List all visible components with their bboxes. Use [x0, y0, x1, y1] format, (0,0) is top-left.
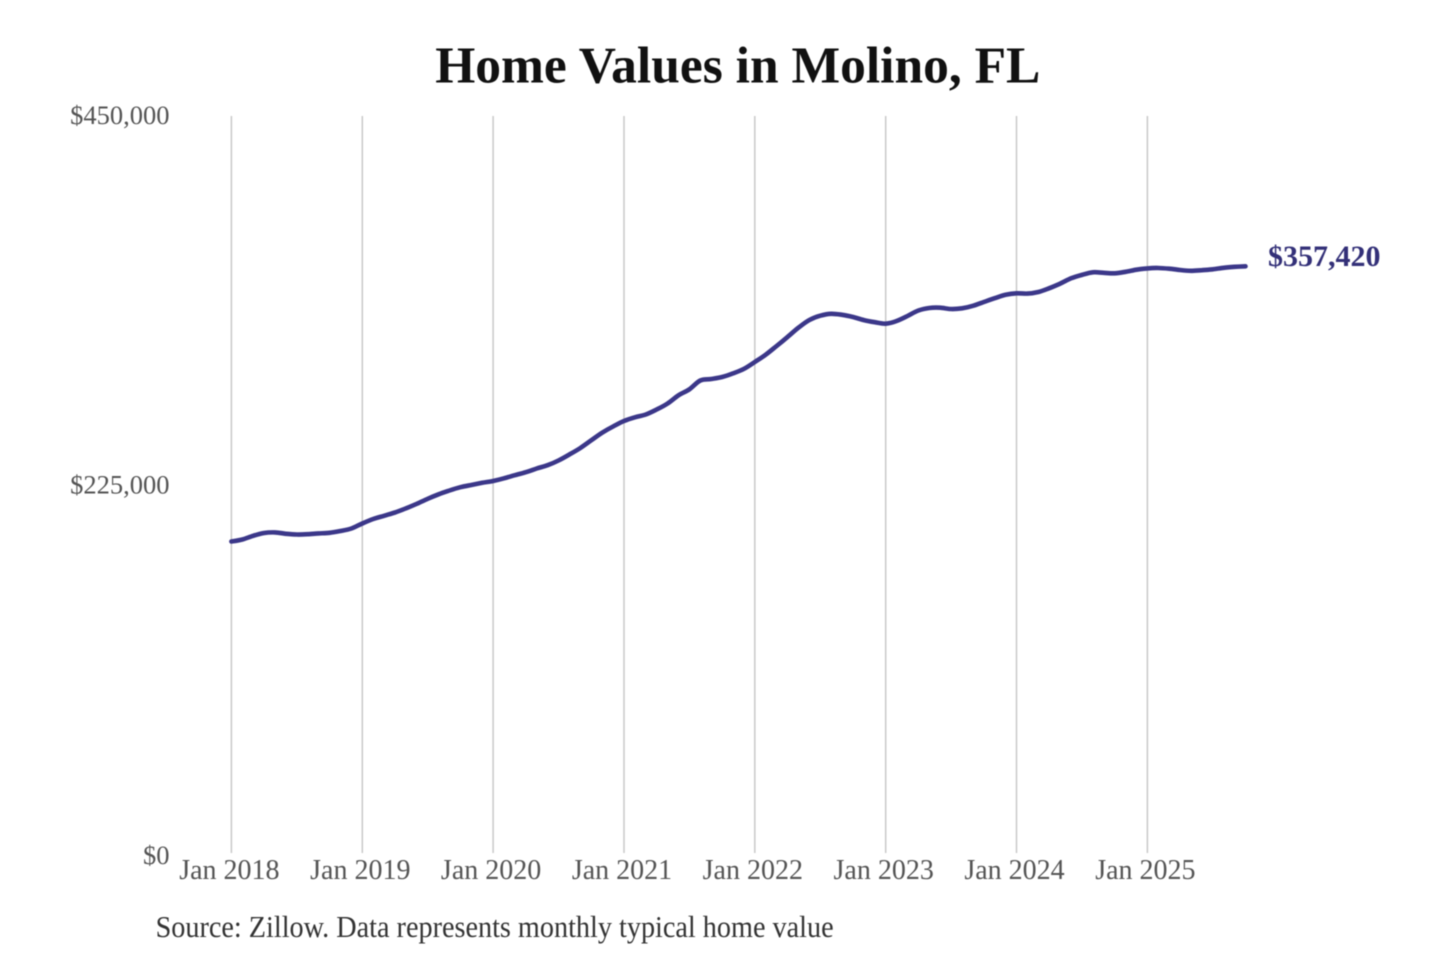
svg-text:Jan 2021: Jan 2021	[572, 855, 672, 886]
svg-text:$0: $0	[143, 840, 170, 870]
svg-text:Jan 2024: Jan 2024	[964, 855, 1064, 886]
svg-text:$450,000: $450,000	[70, 100, 169, 130]
svg-text:$225,000: $225,000	[70, 470, 169, 500]
svg-text:Jan 2025: Jan 2025	[1095, 855, 1195, 886]
svg-text:$357,420: $357,420	[1268, 240, 1381, 273]
svg-text:Jan 2020: Jan 2020	[441, 855, 541, 886]
svg-text:Jan 2019: Jan 2019	[310, 855, 410, 886]
svg-text:Jan 2022: Jan 2022	[703, 855, 803, 886]
svg-text:Source: Zillow. Data represent: Source: Zillow. Data represents monthly …	[156, 910, 834, 944]
svg-text:Home Values in Molino, FL: Home Values in Molino, FL	[435, 38, 1040, 95]
svg-text:Jan 2018: Jan 2018	[179, 855, 279, 886]
svg-text:Jan 2023: Jan 2023	[834, 855, 934, 886]
